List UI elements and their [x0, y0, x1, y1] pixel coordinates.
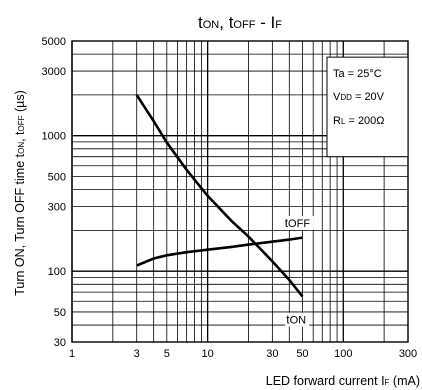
series-label-ton: tON [286, 313, 306, 327]
y-tick-label: 50 [54, 307, 66, 319]
series-line-ton [135, 94, 304, 298]
x-tick-label: 1 [69, 348, 75, 360]
x-tick-labels: 1 3 5 10 30 50 100 300 [69, 348, 417, 360]
y-tick-labels: 30 50 100 300 500 1000 3000 5000 [42, 36, 66, 349]
y-tick-label: 500 [48, 171, 66, 183]
x-tick-label: 100 [334, 348, 352, 360]
y-tick-label: 1000 [42, 131, 66, 143]
x-tick-label: 10 [202, 348, 214, 360]
y-tick-label: 300 [48, 202, 66, 214]
x-axis-label: LED forward current IF (mA) [266, 374, 420, 388]
x-tick-label: 3 [134, 348, 140, 360]
y-axis-label: Turn ON, Turn OFF time tON, tOFF (µs) [13, 90, 27, 296]
x-tick-label: 300 [399, 348, 417, 360]
plot-frame [71, 40, 409, 343]
condition-vdd: VDD = 20V [333, 91, 385, 103]
x-tick-label: 50 [296, 348, 308, 360]
series-line-toff [136, 236, 303, 267]
y-tick-label: 5000 [42, 36, 66, 48]
x-tick-label: 30 [266, 348, 278, 360]
conditions-box: Ta = 25°C VDD = 20V RL = 200Ω [326, 56, 409, 158]
condition-ta: Ta = 25°C [333, 68, 382, 80]
y-tick-label: 30 [54, 337, 66, 349]
condition-rl: RL = 200Ω [333, 115, 385, 127]
x-tick-label: 5 [164, 348, 170, 360]
y-tick-label: 3000 [42, 66, 66, 78]
chart-title: tON, tOFF - IF [198, 13, 282, 32]
series-label-toff: tOFF [285, 216, 311, 230]
y-tick-label: 100 [48, 266, 66, 278]
